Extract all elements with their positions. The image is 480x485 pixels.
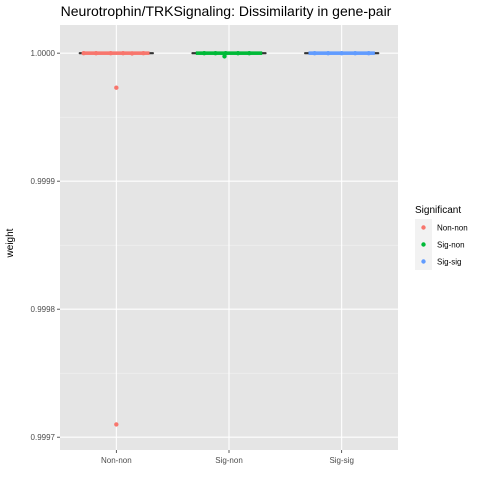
jitter-point xyxy=(121,51,125,55)
x-tick-label: Sig-sig xyxy=(329,456,353,465)
jitter-point xyxy=(339,51,343,55)
jitter-point xyxy=(367,51,371,55)
legend-key-swatch xyxy=(421,225,425,229)
legend-key-swatch xyxy=(421,242,425,246)
jitter-point xyxy=(130,51,134,55)
jitter-point xyxy=(222,54,226,58)
jitter-point xyxy=(94,51,98,55)
jitter-point xyxy=(114,422,118,426)
legend-title: Significant xyxy=(415,205,461,216)
legend-label: Sig-sig xyxy=(437,258,461,267)
jitter-point xyxy=(141,51,145,55)
legend-key-swatch xyxy=(421,259,425,263)
y-axis-label: weight xyxy=(5,228,16,258)
jitter-point xyxy=(202,51,206,55)
y-tick-label: 0.9998 xyxy=(31,305,56,314)
y-tick-label: 0.9997 xyxy=(31,433,56,442)
jitter-point xyxy=(236,51,240,55)
x-tick-label: Sig-non xyxy=(215,456,243,465)
chart-title: Neurotrophin/TRKSignaling: Dissimilarity… xyxy=(61,3,392,19)
jitter-point xyxy=(353,51,357,55)
jitter-point xyxy=(247,51,251,55)
legend: Significant Non-non Sig-non Sig-sig xyxy=(415,205,468,270)
jitter-point xyxy=(81,51,85,55)
legend-label: Sig-non xyxy=(437,241,465,250)
y-tick-label: 1.0000 xyxy=(31,49,56,58)
jitter-point xyxy=(114,86,118,90)
jitter-point xyxy=(213,51,217,55)
x-tick-label: Non-non xyxy=(101,456,132,465)
jitter-point xyxy=(109,51,113,55)
jitter-point xyxy=(312,51,316,55)
jitter-point xyxy=(326,51,330,55)
y-tick-label: 0.9999 xyxy=(31,177,56,186)
jitter-point-band xyxy=(83,51,149,55)
legend-label: Non-non xyxy=(437,224,468,233)
